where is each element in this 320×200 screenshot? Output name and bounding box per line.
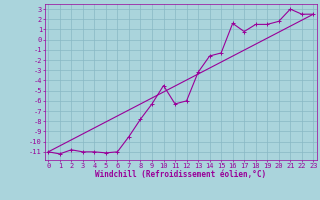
X-axis label: Windchill (Refroidissement éolien,°C): Windchill (Refroidissement éolien,°C) [95, 170, 266, 179]
